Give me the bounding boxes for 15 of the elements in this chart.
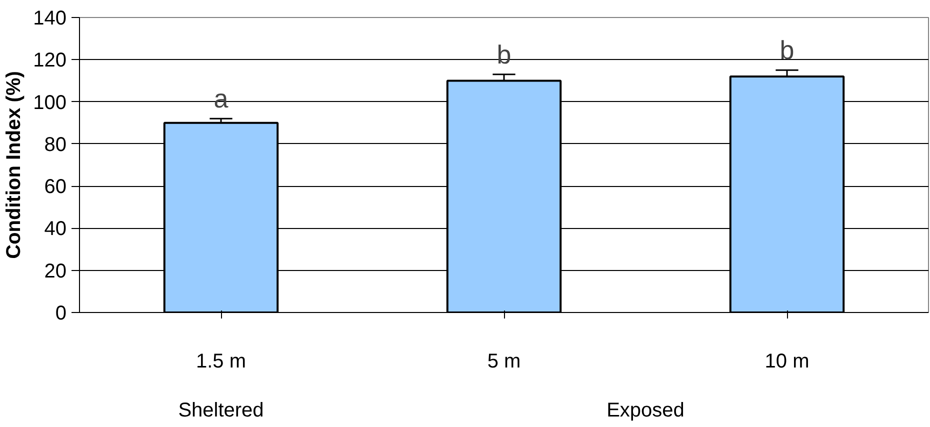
x-tick-label: 5 m	[487, 350, 521, 372]
y-tick-label: 60	[44, 176, 67, 198]
text: Sheltered	[178, 400, 264, 422]
y-tick-label: 0	[55, 302, 66, 324]
y-tick-label: 140	[33, 8, 67, 30]
y-tick-label: 100	[33, 92, 67, 114]
y-tick-label: 120	[33, 50, 67, 72]
annotation: b	[780, 35, 794, 66]
y-tick-label: 40	[44, 218, 67, 240]
x-tick-label: 1.5 m	[196, 350, 246, 372]
y-tick-label: 20	[44, 260, 67, 282]
y-axis-title: Condition Index (%)	[3, 71, 26, 259]
y-tick-label: 80	[44, 134, 67, 156]
text: Exposed	[606, 400, 684, 422]
x-tick-label: 10 m	[764, 350, 810, 372]
